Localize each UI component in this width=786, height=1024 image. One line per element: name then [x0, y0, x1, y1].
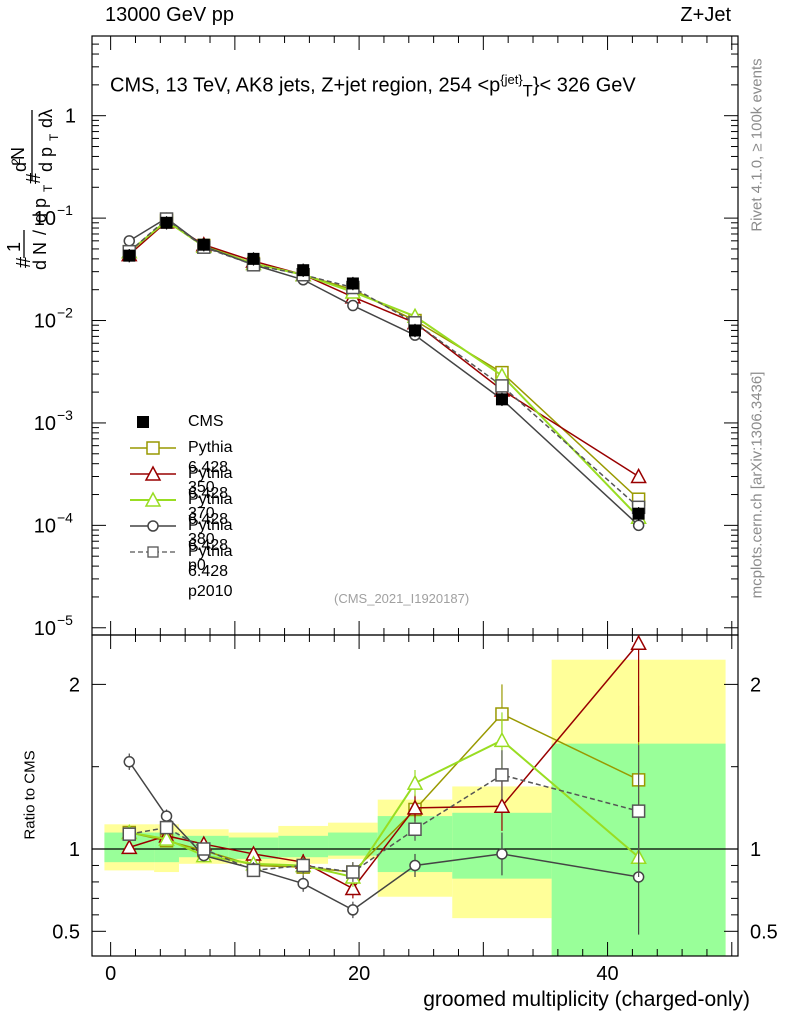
svg-text:T: T — [47, 133, 61, 141]
y-tick-exponent: −5 — [57, 612, 73, 628]
beam-energy-label: 13000 GeV pp — [105, 4, 234, 26]
ratio-point — [123, 756, 136, 768]
ratio-band-green — [278, 835, 329, 858]
ratio-point — [406, 774, 424, 790]
svg-text:T: T — [41, 184, 55, 192]
series-point — [495, 379, 509, 393]
ratio-y-tick-label: 0.5 — [750, 921, 778, 943]
ratio-point — [159, 820, 174, 835]
y-tick-label: 1 — [65, 106, 76, 128]
ratio-point — [496, 848, 508, 860]
analysis-id: (CMS_2021_I1920187) — [334, 591, 470, 606]
ratio-point — [408, 822, 422, 836]
ratio-point — [122, 827, 137, 841]
process-label: Z+Jet — [680, 4, 731, 26]
y-tick-exponent: −4 — [57, 509, 73, 525]
x-tick-label: 20 — [348, 963, 370, 985]
ratio-point — [495, 768, 509, 782]
mcplots-label: mcplots.cern.ch [arXiv:1306.3436] — [748, 371, 766, 599]
ratio-point — [631, 804, 646, 818]
ratio-y-tick-label: 2 — [69, 674, 80, 696]
series-point — [123, 235, 136, 247]
series-point — [630, 467, 647, 484]
data-point — [160, 216, 173, 229]
ratio-point — [630, 634, 647, 650]
ratio-plot-frame — [91, 634, 739, 957]
x-tick-label: 0 — [105, 963, 116, 985]
series-line-4 — [128, 218, 640, 508]
data-point — [409, 324, 421, 337]
ratio-y-tick-label: 0.5 — [52, 921, 80, 943]
svg-text:N: N — [8, 147, 28, 160]
rivet-version-label: Rivet 4.1.0, ≥ 100k events — [748, 58, 766, 232]
x-tick-label: 40 — [596, 963, 618, 985]
svg-text:d p: d p — [30, 198, 50, 223]
data-point — [495, 393, 508, 406]
ratio-point — [406, 799, 424, 815]
y-tick-label: 10 — [34, 515, 56, 537]
y-tick-exponent: −1 — [57, 202, 73, 218]
svg-text:/: / — [30, 230, 50, 235]
y-tick-label: 10 — [34, 618, 56, 640]
y-tick-label: 10 — [34, 413, 56, 435]
svg-text:d N: d N — [30, 242, 50, 270]
svg-text:2: 2 — [9, 158, 23, 165]
ratio-point — [409, 859, 421, 872]
y-tick-label: 10 — [34, 208, 56, 230]
ratio-point — [121, 838, 138, 855]
data-point — [297, 264, 310, 277]
ratio-y-tick-label: 1 — [69, 839, 80, 861]
svg-text:dλ: dλ — [36, 109, 56, 128]
ratio-point — [493, 731, 511, 748]
ratio-point — [160, 810, 173, 822]
ratio-y-tick-label: 2 — [750, 674, 761, 696]
ratio-point — [493, 797, 511, 813]
x-axis-label: groomed multiplicity (charged-only) — [423, 988, 750, 1011]
ratio-y-axis-label: Ratio to CMS — [21, 750, 39, 840]
svg-text:#: # — [13, 256, 35, 268]
svg-text:1: 1 — [4, 242, 24, 252]
main-y-axis-label: # 1 d N / d p T # 2 N d d p T dλ — [4, 109, 61, 270]
svg-text:d p: d p — [36, 147, 56, 172]
svg-text:d: d — [10, 162, 30, 172]
series-point — [347, 299, 359, 312]
ratio-point — [344, 879, 362, 896]
ratio-point — [246, 863, 261, 878]
data-point — [247, 252, 260, 265]
ratio-band-green — [328, 832, 378, 856]
y-tick-label: 10 — [34, 311, 56, 333]
series-point — [632, 519, 645, 532]
plot-title: CMS, 13 TeV, AK8 jets, Z+jet region, 254… — [110, 72, 636, 101]
y-tick-exponent: −2 — [57, 305, 73, 321]
data-point — [123, 249, 136, 262]
ratio-point — [296, 858, 310, 873]
ratio-y-tick-label: 1 — [750, 839, 761, 861]
ratio-point — [347, 904, 359, 916]
data-point — [346, 277, 359, 290]
svg-text:#: # — [23, 172, 45, 184]
ratio-point — [197, 842, 211, 856]
ratio-point — [297, 877, 309, 890]
ratio-point — [346, 865, 360, 879]
data-point — [197, 238, 210, 251]
y-tick-exponent: −3 — [57, 407, 73, 423]
ratio-point — [158, 830, 175, 846]
data-point — [632, 507, 645, 520]
